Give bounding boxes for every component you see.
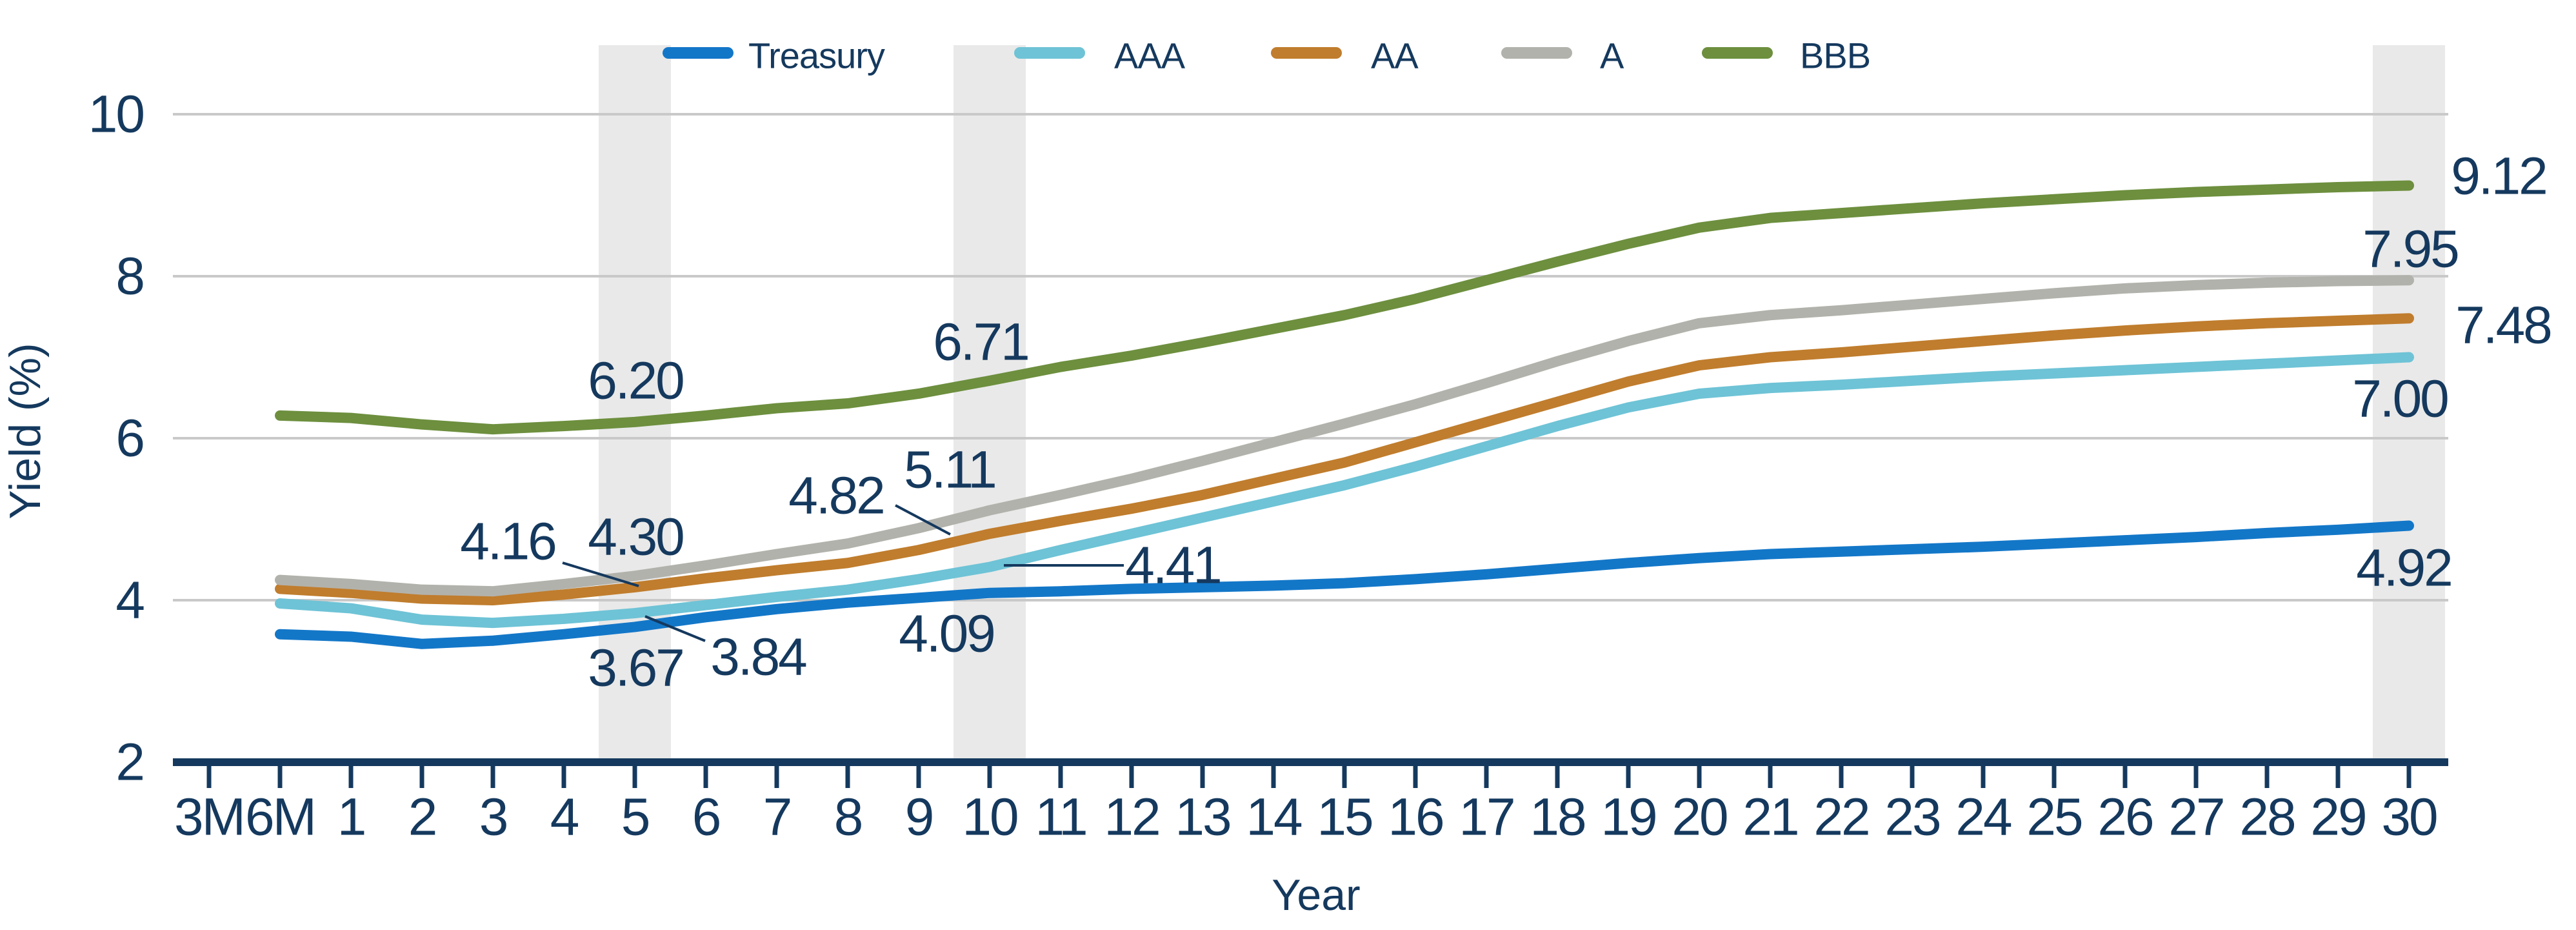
x-tick-label-22: 22 <box>1813 788 1868 847</box>
x-tick-label-30: 30 <box>2381 788 2437 847</box>
x-tick-label-3: 3 <box>479 788 507 847</box>
x-tick-label-20: 20 <box>1672 788 1727 847</box>
annotation-treasury-30y: 4.92 <box>2356 539 2451 598</box>
x-tick-label-1: 1 <box>337 788 365 847</box>
x-tick-label-17: 17 <box>1459 788 1513 847</box>
x-tick-label-14: 14 <box>1246 788 1302 847</box>
x-tick-label-29: 29 <box>2310 788 2365 847</box>
x-tick-label-26: 26 <box>2097 788 2152 847</box>
series-line-bbb <box>275 180 2414 435</box>
annotations-layer: 6.20 4.16 4.30 3.67 3.84 6.71 5.11 4.82 4.09 4.41… <box>460 147 2553 698</box>
highlight-bands-layer <box>599 45 2445 762</box>
annotation-aa-30y: 7.48 <box>2455 296 2551 355</box>
y-axis-title: Yield (%) <box>1 343 50 519</box>
highlight-band-30y <box>2373 45 2445 762</box>
annotation-aa-5y: 4.16 <box>460 512 555 571</box>
legend-item-aa: AA <box>1271 35 1419 76</box>
annotation-bbb-30y: 9.12 <box>2451 147 2546 206</box>
annotation-bbb-5y: 6.20 <box>588 352 683 410</box>
x-tick-label-7: 7 <box>763 788 791 847</box>
legend-label-aa: AA <box>1371 35 1419 76</box>
x-tick-label-12: 12 <box>1104 788 1159 847</box>
legend-label-aaa: AAA <box>1114 35 1186 76</box>
x-tick-label-19: 19 <box>1601 788 1655 847</box>
x-tick-label-3M: 3M <box>174 788 244 847</box>
x-tick-label-5: 5 <box>621 788 649 847</box>
legend-layer: Treasury AAA AA A BBB <box>663 35 1871 76</box>
x-tick-label-2: 2 <box>408 788 436 847</box>
x-tick-label-15: 15 <box>1317 788 1372 847</box>
annotation-bbb-10y: 6.71 <box>933 313 1028 372</box>
x-tick-label-13: 13 <box>1175 788 1230 847</box>
legend-swatch-bbb <box>1702 47 1773 59</box>
x-tick-label-18: 18 <box>1530 788 1585 847</box>
legend-item-a: A <box>1501 35 1625 76</box>
x-tick-label-10: 10 <box>962 788 1017 847</box>
y-tick-label-2: 2 <box>115 733 143 792</box>
legend-item-aaa: AAA <box>1014 35 1186 76</box>
annotation-treasury-5y: 3.67 <box>588 639 683 698</box>
x-tick-label-11: 11 <box>1035 788 1086 847</box>
x-tick-label-16: 16 <box>1388 788 1443 847</box>
x-tick-label-9: 9 <box>905 788 933 847</box>
legend-swatch-aa <box>1271 47 1342 59</box>
y-tick-label-6: 6 <box>115 409 143 468</box>
legend-swatch-a <box>1501 47 1572 59</box>
y-tick-label-8: 8 <box>115 247 143 306</box>
annotation-aa-10y: 4.82 <box>788 467 884 525</box>
legend-label-a: A <box>1600 35 1624 76</box>
annotation-aaa-5y: 3.84 <box>710 628 806 687</box>
legend-label-bbb: BBB <box>1800 35 1870 76</box>
y-tick-label-4: 4 <box>115 571 144 630</box>
annotation-a-10y: 5.11 <box>904 441 995 500</box>
annotation-aaa-30y: 7.00 <box>2352 370 2448 429</box>
series-line-a <box>275 275 2414 597</box>
legend-item-treasury: Treasury <box>663 35 886 76</box>
series-line-aa <box>275 313 2414 605</box>
x-tick-label-8: 8 <box>834 788 862 847</box>
annotation-leader-aa-5y <box>562 561 639 587</box>
legend-swatch-aaa <box>1014 47 1085 59</box>
annotation-aaa-10y: 4.41 <box>1125 536 1221 595</box>
highlight-band-5y <box>599 45 671 762</box>
x-tick-label-25: 25 <box>2026 788 2082 847</box>
annotation-treasury-10y: 4.09 <box>899 605 994 663</box>
legend-swatch-treasury <box>663 47 734 59</box>
legend-label-treasury: Treasury <box>748 35 885 76</box>
axis-layer: 3M 6M 1 2 3 4 5 6 7 8 9 10 11 12 13 14 15 16 17 18 19 20 21 22 2… <box>88 85 2448 847</box>
legend-item-bbb: BBB <box>1702 35 1871 76</box>
x-tick-label-4: 4 <box>550 788 579 847</box>
x-tick-label-28: 28 <box>2239 788 2295 847</box>
annotation-a-5y: 4.30 <box>588 508 683 567</box>
series-line-aaa <box>275 352 2414 629</box>
annotation-leader-aa-10y <box>895 504 951 536</box>
y-tick-label-10: 10 <box>88 85 144 144</box>
annotation-leader-aaa-5y <box>644 615 706 642</box>
x-tick-label-23: 23 <box>1884 788 1939 847</box>
x-tick-label-21: 21 <box>1742 788 1797 847</box>
x-axis-title: Year <box>1272 871 1360 920</box>
series-layer <box>275 180 2414 649</box>
x-tick-label-27: 27 <box>2168 788 2223 847</box>
x-tick-label-6: 6 <box>692 788 720 847</box>
x-tick-label-6M: 6M <box>245 788 315 847</box>
annotation-a-30y: 7.95 <box>2362 220 2458 279</box>
series-line-treasury <box>275 520 2414 649</box>
x-tick-label-24: 24 <box>1955 788 2012 847</box>
highlight-band-10y <box>954 45 1026 762</box>
